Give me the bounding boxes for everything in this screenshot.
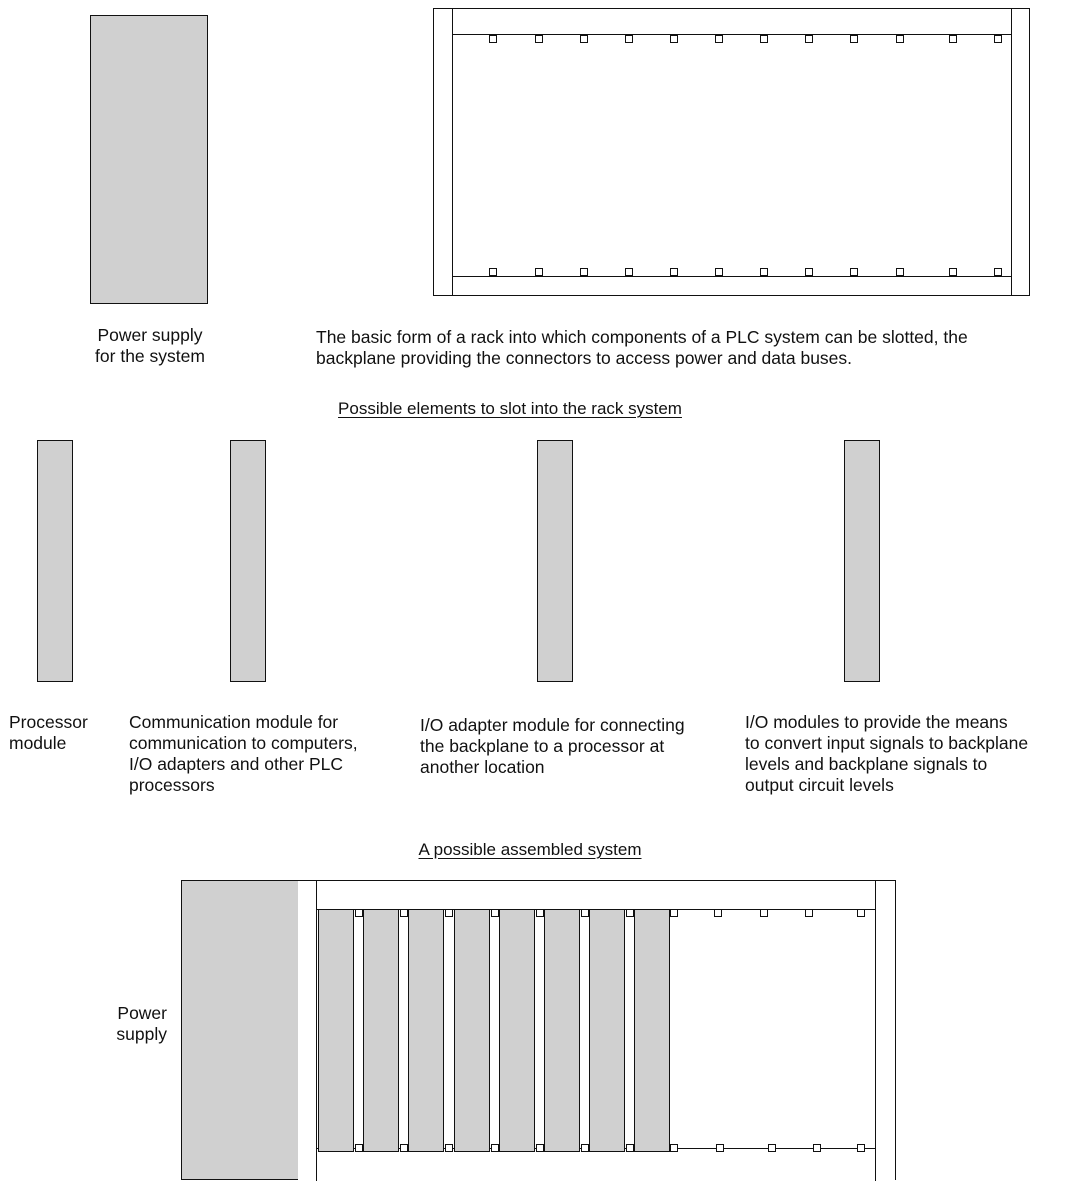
backplane-connector: [581, 1144, 589, 1152]
backplane-connector: [355, 1144, 363, 1152]
backplane-connector: [445, 1144, 454, 1152]
backplane-connector: [535, 35, 543, 43]
backplane-connector: [625, 35, 633, 43]
backplane-connector: [994, 35, 1002, 43]
rack-caption: The basic form of a rack into which comp…: [316, 327, 968, 368]
backplane-connector: [535, 268, 543, 276]
backplane-connector: [994, 268, 1002, 276]
processor-label: Processor module: [9, 712, 88, 753]
assembled-right-rail: [875, 881, 876, 1181]
backplane-connector: [760, 268, 768, 276]
backplane-connector: [445, 909, 454, 917]
backplane-bottom-line: [452, 276, 1011, 277]
io-adapter-label: I/O adapter module for connecting the ba…: [420, 715, 685, 777]
rack-right-rail: [1011, 9, 1012, 295]
inserted-module: [544, 909, 580, 1152]
backplane-connector: [715, 268, 723, 276]
backplane-connector: [580, 35, 588, 43]
inserted-module: [453, 909, 490, 1152]
backplane-connector: [535, 1144, 544, 1152]
inserted-module: [363, 909, 400, 1152]
assembled-rack: [298, 880, 896, 1181]
backplane-connector: [580, 268, 588, 276]
backplane-connector: [400, 909, 409, 917]
backplane-connector: [949, 35, 957, 43]
inserted-module: [634, 909, 671, 1152]
backplane-connector: [489, 35, 497, 43]
power-supply-label: Power supply for the system: [95, 325, 205, 366]
assembled-heading: A possible assembled system: [418, 840, 642, 859]
backplane-connector: [715, 35, 723, 43]
backplane-connector: [805, 35, 813, 43]
inserted-module: [498, 909, 535, 1152]
assembled-power-supply: [181, 880, 299, 1180]
backplane-connector: [760, 35, 768, 43]
elements-heading: Possible elements to slot into the rack …: [338, 399, 682, 418]
io-adapter-module: [537, 440, 573, 682]
backplane-top-line: [452, 34, 1011, 35]
inserted-module: [589, 909, 626, 1152]
backplane-connector: [670, 268, 678, 276]
backplane-connector: [670, 35, 678, 43]
backplane-connector: [626, 1144, 635, 1152]
empty-rack: [433, 8, 1030, 296]
communication-label: Communication module for communication t…: [129, 712, 358, 795]
assembled-left-rail: [316, 881, 317, 1181]
backplane-connector: [949, 268, 957, 276]
backplane-connector: [581, 909, 589, 917]
backplane-connector: [813, 1144, 821, 1152]
backplane-connector: [857, 1144, 865, 1152]
communication-module: [230, 440, 266, 682]
rack-left-rail: [452, 9, 453, 295]
backplane-connector: [805, 268, 813, 276]
assembled-power-label: Power supply: [116, 1003, 167, 1044]
backplane-connector: [670, 909, 678, 917]
backplane-connector: [857, 909, 865, 917]
backplane-connector: [670, 1144, 678, 1152]
backplane-connector: [896, 35, 904, 43]
backplane-connector: [896, 268, 904, 276]
backplane-connector: [490, 909, 499, 917]
backplane-connector: [805, 909, 813, 917]
backplane-connector: [714, 909, 722, 917]
backplane-connector: [490, 1144, 499, 1152]
backplane-connector: [535, 909, 544, 917]
backplane-connector: [768, 1144, 776, 1152]
io-module: [844, 440, 880, 682]
backplane-connector: [489, 268, 497, 276]
backplane-connector: [850, 268, 858, 276]
backplane-connector: [400, 1144, 409, 1152]
backplane-connector: [626, 909, 635, 917]
backplane-connector: [850, 35, 858, 43]
backplane-connector: [355, 909, 363, 917]
inserted-module: [408, 909, 445, 1152]
inserted-module: [318, 909, 354, 1152]
io-modules-label: I/O modules to provide the means to conv…: [745, 712, 1029, 795]
backplane-connector: [760, 909, 768, 917]
power-supply-module: [90, 15, 208, 304]
processor-module: [37, 440, 73, 682]
backplane-connector: [625, 268, 633, 276]
backplane-connector: [716, 1144, 724, 1152]
